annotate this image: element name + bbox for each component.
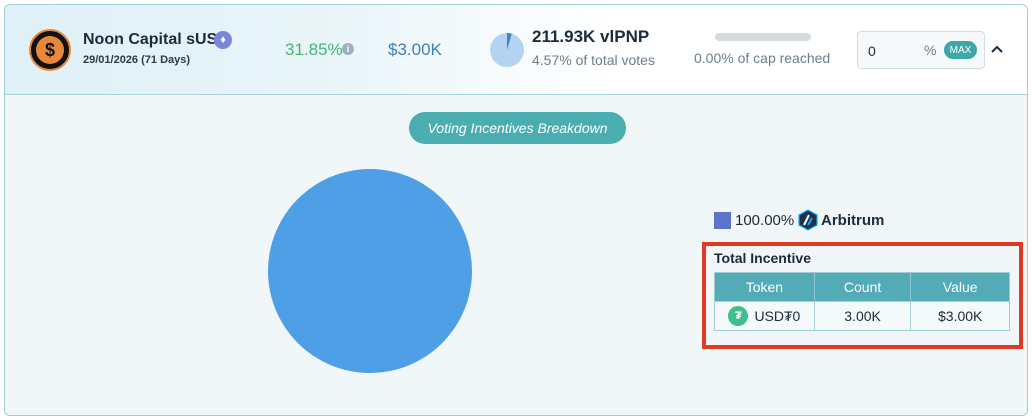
pool-name: Noon Capital sUSN	[83, 31, 229, 48]
table-header-row: Token Count Value	[714, 272, 1010, 302]
table-row: ₮ USD₮0 3.00K $3.00K	[714, 301, 1010, 331]
column-header-count: Count	[814, 272, 912, 302]
pool-card: $ Noon Capital sUSN ♦ 29/01/2026 (71 Day…	[4, 4, 1028, 416]
pool-header[interactable]: $ Noon Capital sUSN ♦ 29/01/2026 (71 Day…	[5, 5, 1027, 95]
total-incentive-title: Total Incentive	[714, 250, 811, 266]
votes-total: 211.93K vlPNP	[532, 27, 650, 46]
pool-expiry-date: 29/01/2026 (71 Days)	[83, 54, 191, 66]
column-header-token: Token	[714, 272, 815, 302]
token-cell: ₮ USD₮0	[714, 301, 815, 331]
dollar-coin-icon: $	[36, 36, 64, 64]
voting-incentives-breakdown-button[interactable]: Voting Incentives Breakdown	[409, 112, 626, 144]
ethereum-icon: ♦	[214, 31, 232, 49]
column-header-value: Value	[910, 272, 1010, 302]
votes-pie-slice	[507, 33, 512, 50]
votes-percentage: 4.57% of total votes	[532, 52, 655, 68]
chevron-up-icon[interactable]	[987, 39, 1007, 59]
count-cell: 3.00K	[814, 301, 912, 331]
cap-reached-text: 0.00% of cap reached	[694, 50, 831, 66]
pie-slice-arbitrum	[268, 169, 472, 373]
apr-value: 31.85%	[285, 40, 343, 59]
token-name: USD₮0	[754, 308, 801, 324]
arbitrum-icon	[798, 209, 818, 231]
usdt0-icon: ₮	[728, 306, 749, 326]
incentive-table: Token Count Value ₮ USD₮0 3.00K $3.00K	[714, 272, 1010, 331]
vote-percent-input[interactable]	[868, 41, 918, 61]
legend-swatch	[714, 212, 731, 229]
incentive-amount: $3.00K	[388, 40, 442, 59]
vote-percent-field: % MAX	[857, 31, 985, 69]
percent-suffix: %	[924, 42, 937, 58]
cap-progress-bar	[715, 33, 811, 41]
legend-percentage: 100.00%	[735, 212, 795, 229]
info-icon[interactable]: i	[342, 43, 354, 55]
votes-share-pie	[490, 33, 524, 67]
value-cell: $3.00K	[910, 301, 1010, 331]
legend-chain-name: Arbitrum	[821, 212, 885, 229]
highlight-box	[702, 242, 1023, 349]
incentive-pie-chart	[268, 169, 472, 373]
max-button[interactable]: MAX	[944, 41, 977, 59]
pool-logo: $	[29, 29, 71, 71]
